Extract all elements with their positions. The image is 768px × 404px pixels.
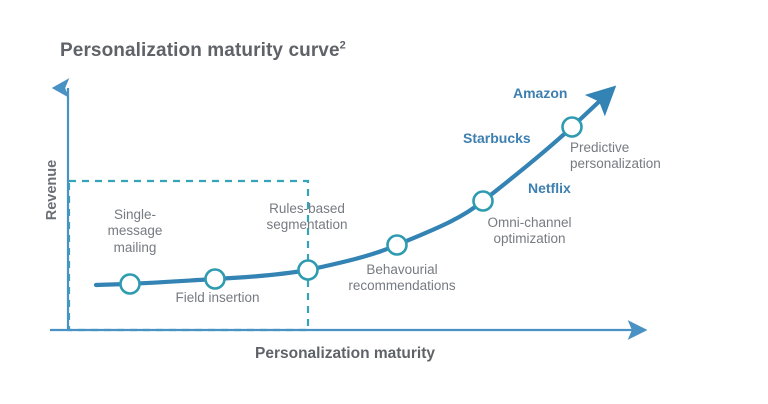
data-point-marker	[297, 259, 319, 281]
data-point-marker	[119, 273, 141, 295]
chart-title-text: Personalization maturity curve	[60, 40, 340, 61]
maturity-curve-line	[93, 85, 617, 288]
data-point-marker	[386, 234, 408, 256]
stage-label-rules-based-segmentation: Rules-based segmentation	[266, 201, 348, 233]
stage-label-field-insertion: Field insertion	[175, 290, 260, 305]
stage-label-predictive-personalization: Predictive personalization	[570, 140, 661, 172]
stage-label-behavourial-recommendations: Behavourial recommendations	[348, 262, 456, 294]
page-title: Personalization maturity curve2	[60, 40, 346, 62]
stage-label-omni-channel-optimization: Omni-channel optimization	[487, 215, 572, 247]
brand-label-starbucks: Starbucks	[463, 130, 531, 146]
data-point-marker	[204, 268, 226, 290]
data-point-marker	[472, 190, 494, 212]
stage-label-single-message-mailing: Single- message mailing	[107, 207, 163, 255]
chart-title-superscript: 2	[339, 39, 346, 52]
x-axis-label: Personalization maturity	[254, 345, 435, 362]
brand-label-amazon: Amazon	[513, 85, 568, 101]
y-axis-label: Revenue	[44, 159, 60, 221]
brand-label-netflix: Netflix	[528, 180, 571, 196]
data-point-marker	[561, 116, 583, 138]
